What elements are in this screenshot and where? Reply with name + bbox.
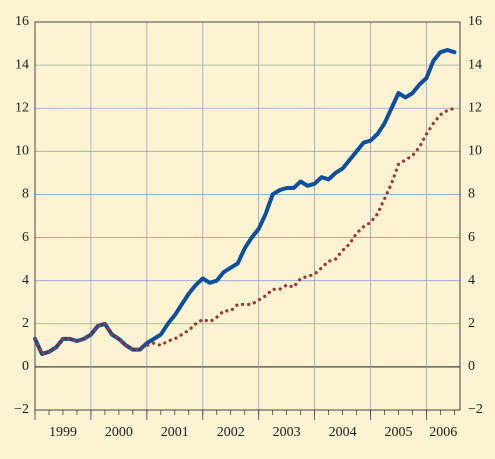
x-tick-label: 2004	[329, 425, 357, 440]
plot-frame	[34, 21, 461, 411]
y-tick-label: 12	[15, 100, 29, 115]
y2-tick-label: 2	[468, 316, 475, 331]
y2-tick-label: 6	[468, 230, 475, 245]
y2-tick-label: 4	[468, 273, 475, 288]
y-tick-label: 16	[15, 14, 29, 29]
y2-tick-label: 0	[468, 359, 475, 374]
y-tick-label: 10	[15, 144, 29, 159]
x-tick-label: 2006	[429, 425, 457, 440]
y2-tick-label: 16	[468, 14, 482, 29]
line-series	[33, 106, 457, 356]
x-tick-label: 2000	[105, 425, 133, 440]
x-tick-label: 2002	[217, 425, 245, 440]
y-tick-label: 8	[22, 187, 29, 202]
y-tick-label: 14	[15, 57, 29, 72]
y2-tick-label: −2	[468, 402, 483, 417]
y-tick-label: 0	[22, 359, 29, 374]
x-tick-label: 2001	[161, 425, 189, 440]
x-tick-label: 2003	[273, 425, 301, 440]
y-tick-label: 2	[22, 316, 29, 331]
y2-tick-label: 14	[468, 57, 482, 72]
y-tick-label: −2	[14, 402, 29, 417]
y-tick-label: 4	[22, 273, 29, 288]
y2-tick-label: 10	[468, 144, 482, 159]
y2-tick-label: 8	[468, 187, 475, 202]
y2-tick-label: 12	[468, 100, 482, 115]
x-tick-label: 1999	[49, 425, 77, 440]
x-tick-label: 2005	[384, 425, 412, 440]
y-tick-label: 6	[22, 230, 29, 245]
